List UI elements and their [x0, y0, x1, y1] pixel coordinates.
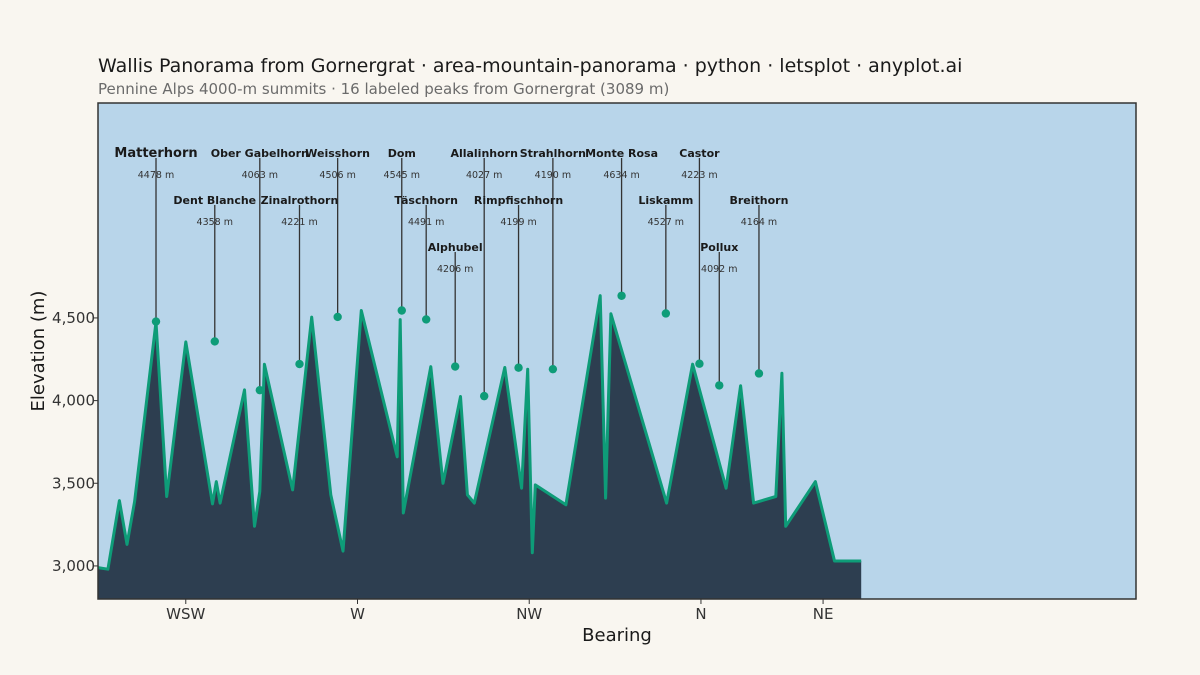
x-tick-label: WSW — [166, 605, 205, 623]
peak-name-label: Täschhorn — [394, 194, 458, 207]
chart-subtitle: Pennine Alps 4000-m summits · 16 labeled… — [98, 80, 670, 98]
peak-name-label: Weisshorn — [305, 147, 370, 160]
peak-elevation-label: 4206 m — [437, 264, 473, 275]
peak-elevation-label: 4527 m — [648, 217, 684, 228]
peak-name-label: Matterhorn — [114, 146, 197, 161]
peak-elevation-label: 4199 m — [500, 217, 536, 228]
peak-elevation-label: 4634 m — [603, 170, 639, 181]
peak-name-label: Dent Blanche — [173, 194, 256, 207]
chart-title: Wallis Panorama from Gornergrat · area-m… — [98, 55, 963, 77]
peak-marker — [548, 364, 558, 374]
peak-elevation-label: 4358 m — [197, 217, 233, 228]
peak-name-label: Rimpfischhorn — [474, 194, 563, 207]
peak-name-label: Ober Gabelhorn — [211, 147, 309, 160]
peak-elevation-label: 4223 m — [681, 170, 717, 181]
y-tick-label: 3,000 — [52, 557, 95, 575]
x-tick-label: NW — [516, 605, 542, 623]
peak-elevation-label: 4506 m — [319, 170, 355, 181]
peak-marker — [421, 315, 431, 324]
peak-marker — [715, 381, 724, 390]
peak-elevation-label: 4063 m — [242, 170, 278, 181]
peak-marker — [754, 369, 764, 378]
peak-name-label: Dom — [388, 147, 416, 160]
peak-labels: Matterhorn 4478 m Dent Blanche 4358 m Ober G… — [114, 146, 788, 275]
peak-marker — [617, 291, 626, 300]
peak-marker — [333, 312, 342, 322]
peak-elevation-label: 4478 m — [138, 170, 174, 181]
peak-marker — [210, 337, 219, 346]
peak-elevation-label: 4491 m — [408, 217, 444, 228]
peak-elevation-label: 4221 m — [281, 217, 317, 228]
peak-marker — [397, 306, 406, 315]
peak-elevation-label: 4027 m — [466, 170, 502, 181]
peak-name-label: Pollux — [700, 241, 738, 254]
x-tick-label: W — [350, 605, 365, 623]
y-axis-title: Elevation (m) — [28, 291, 49, 412]
peak-marker — [695, 359, 704, 368]
peak-marker — [255, 385, 265, 395]
peak-name-label: Liskamm — [638, 194, 693, 207]
peak-name-label: Castor — [679, 147, 720, 160]
terrain-area — [98, 295, 862, 599]
y-tick-label: 3,500 — [52, 474, 95, 492]
peak-marker — [514, 363, 523, 372]
peak-elevation-label: 4190 m — [535, 170, 571, 181]
peak-elevation-label: 4092 m — [701, 264, 737, 275]
x-tick-label: N — [695, 605, 706, 623]
peak-name-label: Allalinhorn — [450, 147, 518, 160]
x-axis-ticks: WSW W NW N NE — [166, 599, 833, 623]
peak-name-label: Alphubel — [428, 241, 483, 254]
x-tick-label: NE — [813, 605, 834, 623]
peak-name-label: Breithorn — [729, 194, 788, 207]
plot-frame — [97, 102, 1137, 600]
peak-name-label: Monte Rosa — [585, 147, 658, 160]
peak-elevation-label: 4164 m — [741, 217, 777, 228]
y-axis-ticks: 3,000 3,500 4,000 4,500 — [52, 309, 98, 575]
peak-marker — [295, 359, 304, 369]
y-tick-label: 4,500 — [52, 309, 95, 327]
x-axis-title: Bearing — [582, 625, 652, 646]
ridge-line — [97, 294, 862, 571]
peak-name-label: Strahlhorn — [520, 147, 586, 160]
peak-leaders — [155, 158, 760, 397]
peak-marker — [450, 362, 460, 371]
peak-marker — [479, 391, 489, 401]
peak-marker — [661, 309, 671, 318]
peak-marker — [151, 317, 161, 326]
peak-name-label: Zinalrothorn — [261, 194, 339, 207]
y-tick-label: 4,000 — [52, 392, 95, 410]
peak-elevation-label: 4545 m — [384, 170, 420, 181]
peak-markers — [151, 291, 764, 401]
